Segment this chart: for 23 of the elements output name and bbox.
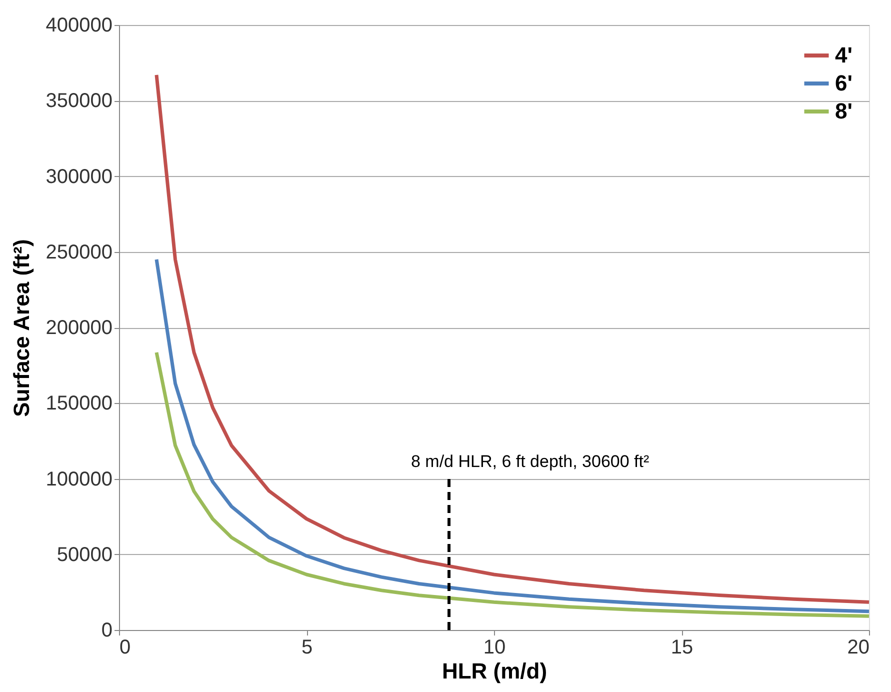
- x-tick-label: 5: [301, 636, 313, 658]
- x-tick-label: 0: [120, 636, 131, 658]
- legend-label: 6': [835, 70, 852, 96]
- y-axis-title: Surface Area (ft²): [8, 239, 34, 417]
- y-tick-label: 50000: [56, 544, 112, 566]
- y-tick-label: 350000: [46, 90, 112, 112]
- line-series: [154, 73, 871, 604]
- y-tick-label: 300000: [46, 166, 112, 188]
- x-tick-label: 15: [670, 636, 694, 658]
- y-tick-label: 0: [101, 620, 112, 642]
- y-tick-label: 400000: [46, 14, 112, 36]
- y-tick-label: 200000: [46, 317, 112, 339]
- x-axis-title: HLR (m/d): [442, 658, 548, 684]
- legend-label: 8': [835, 98, 852, 124]
- y-tick-label: 250000: [46, 241, 112, 264]
- line-series: [154, 258, 871, 614]
- y-tick-label: 150000: [46, 392, 112, 415]
- annotation: 8 m/d HLR, 6 ft depth, 30600 ft²: [411, 452, 650, 471]
- x-tick-label: 10: [483, 636, 506, 658]
- x-tick-label: 20: [847, 636, 870, 658]
- line-series: [154, 350, 871, 618]
- legend-label: 4': [835, 42, 852, 68]
- y-tick-label: 100000: [46, 468, 112, 490]
